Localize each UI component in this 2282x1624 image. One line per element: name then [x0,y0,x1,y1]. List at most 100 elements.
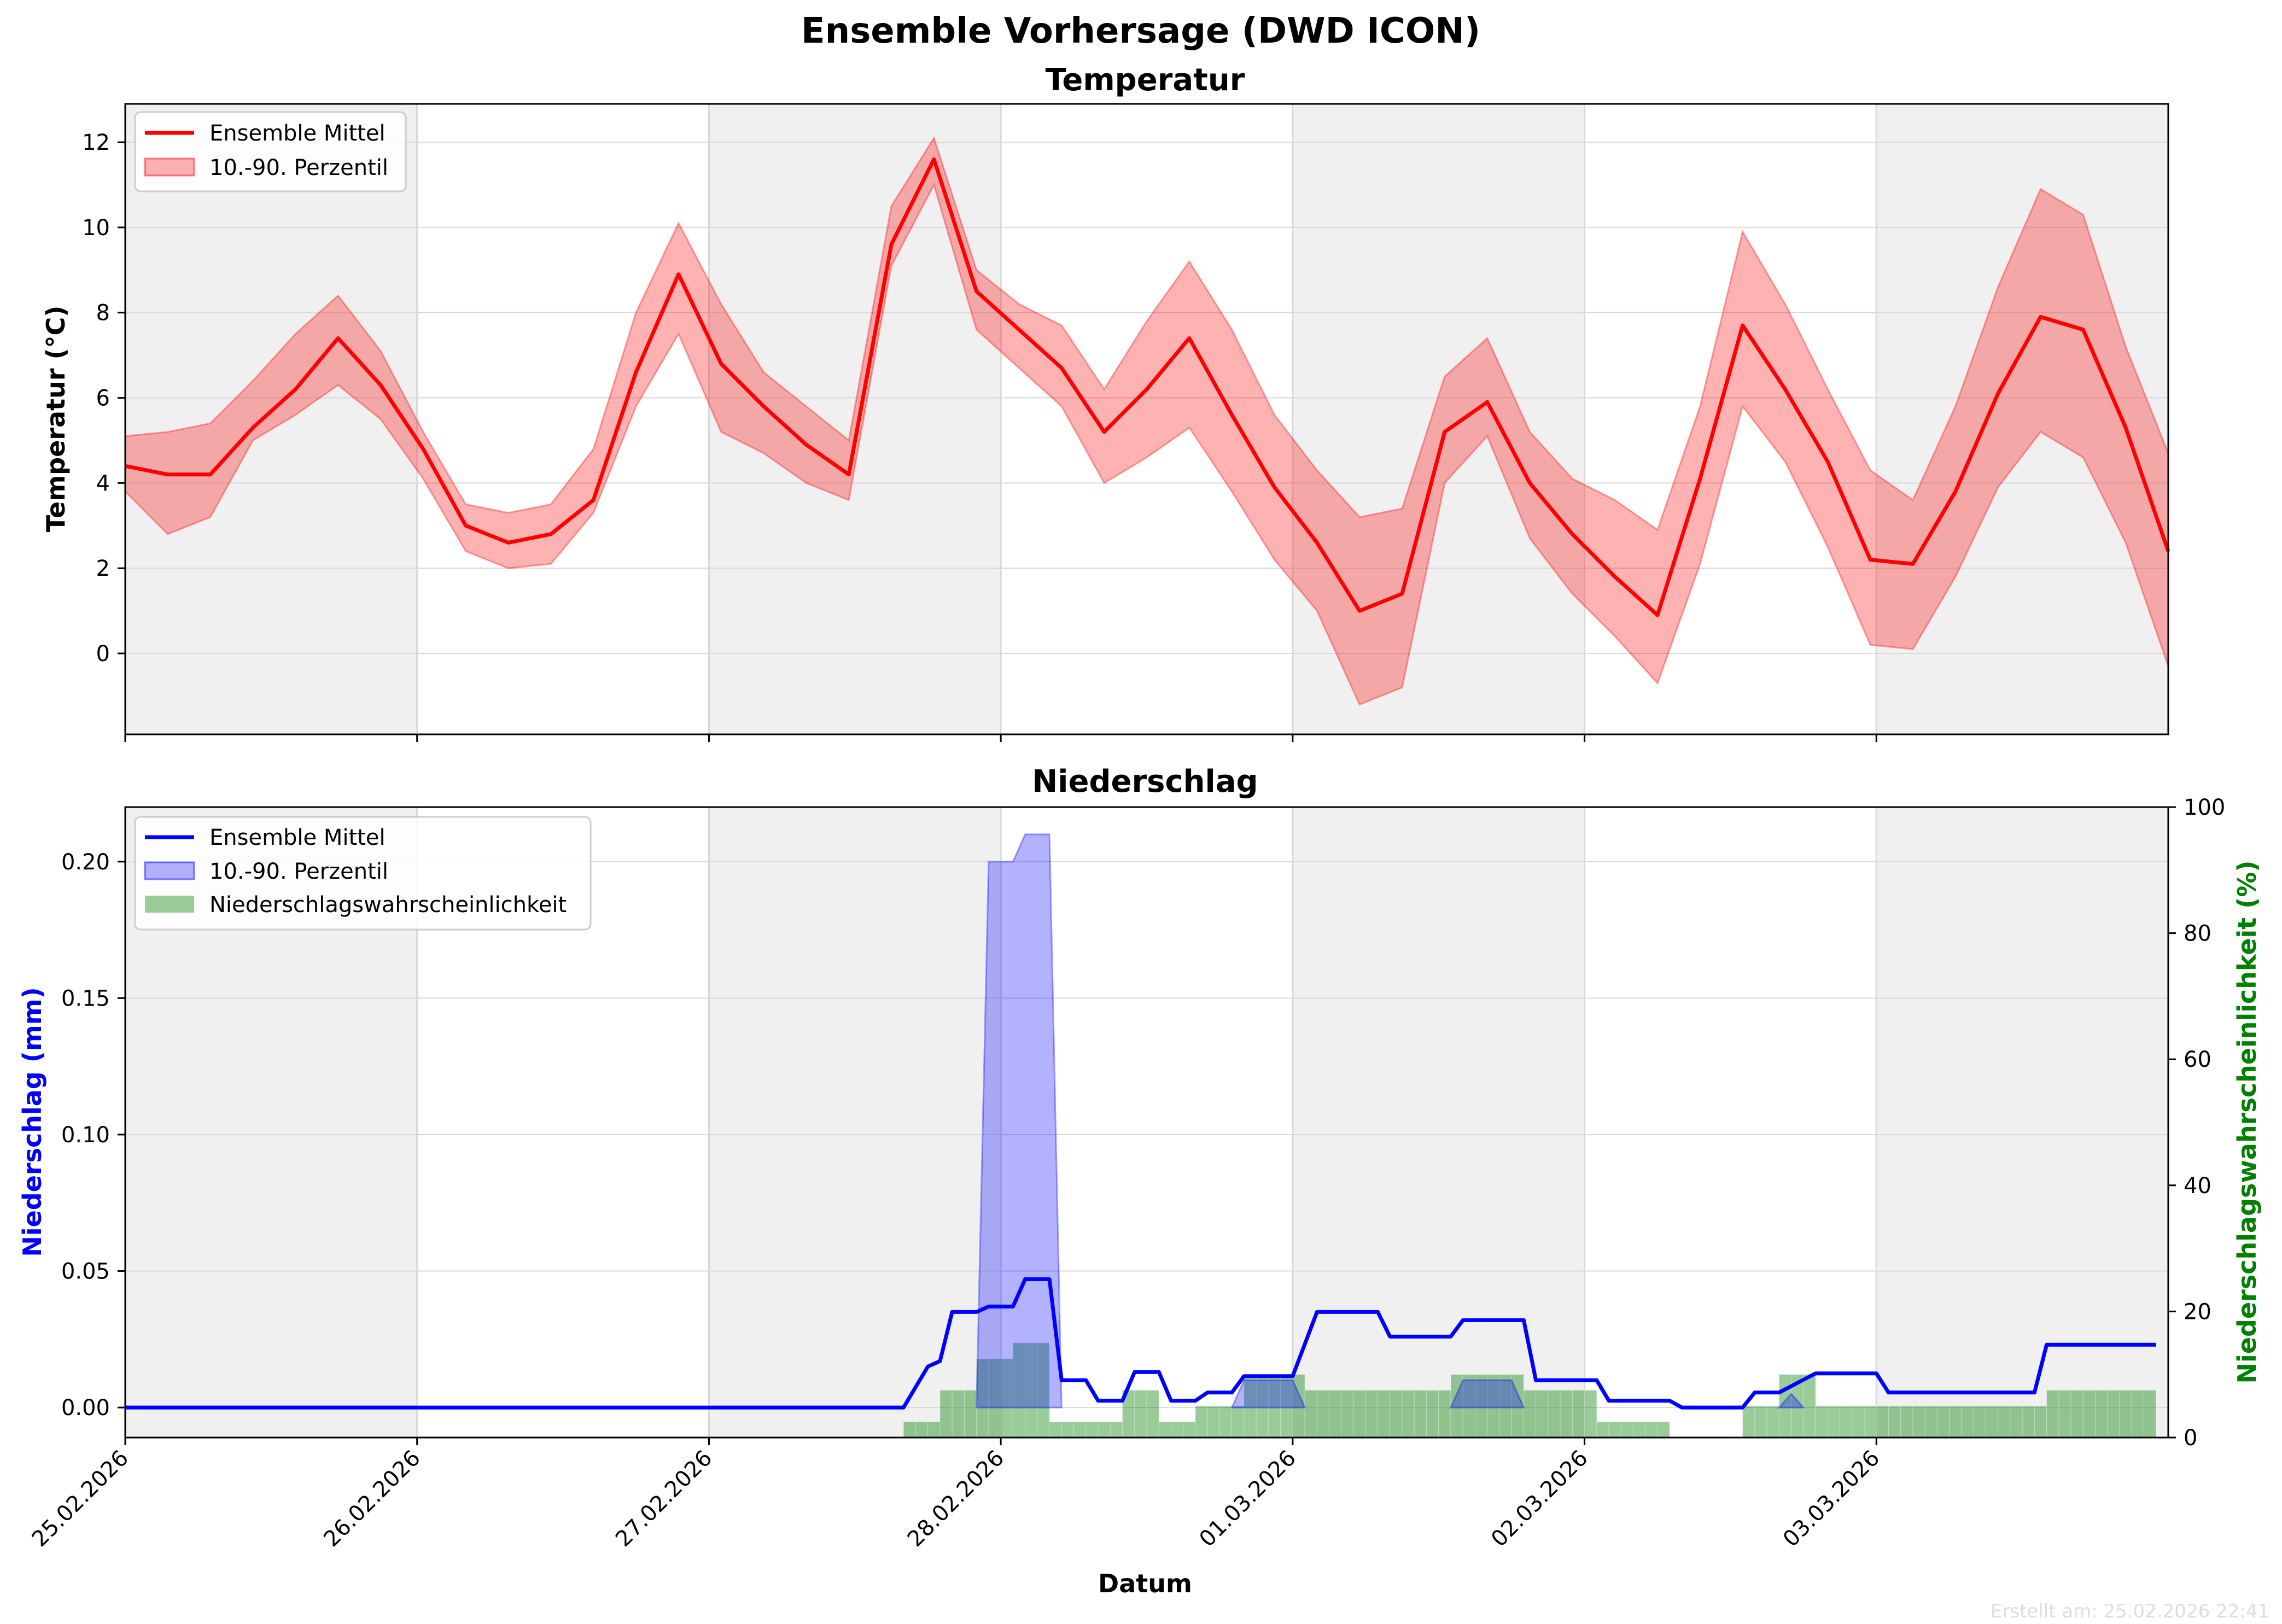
legend-precipitation-band-label: 10.-90. Perzentil [209,859,388,884]
probability-bar [2107,1390,2120,1438]
figure-title: Ensemble Vorhersage (DWD ICON) [801,11,1480,51]
x-tick-label: 26.02.2026 [319,1446,425,1552]
temperature-y-label: Temperatur (°C) [41,306,71,533]
probability-bar [939,1390,953,1438]
x-tick-label: 27.02.2026 [611,1446,717,1552]
probability-bar [1536,1390,1549,1438]
legend-temperature-band-swatch [144,157,195,177]
y-tick-label: 0.00 [61,1395,110,1421]
probability-bar [2046,1390,2059,1438]
precipitation-panel: Niederschlag 0.00 0.05 0.10 0.15 0.20 0 20 40 6… [17,764,2262,1598]
probability-bar [1900,1405,1913,1438]
probability-bar [2034,1405,2047,1438]
probability-bar [1924,1405,1937,1438]
probability-bar [1049,1421,1062,1438]
probability-bar [2144,1390,2157,1438]
probability-bar [2131,1390,2145,1438]
temperature-y-ticks: 0 2 4 6 8 10 12 [82,130,125,667]
y-tick-label: 2 [96,556,110,581]
probability-bar [1402,1390,1415,1438]
probability-bar [1438,1390,1451,1438]
probability-bar [1365,1390,1379,1438]
probability-bar [1414,1390,1427,1438]
probability-bar [1085,1421,1099,1438]
y-tick-label: 8 [96,301,110,326]
probability-bar [903,1421,916,1438]
probability-bar [1353,1390,1366,1438]
y-tick-label: 10 [82,215,110,241]
probability-bar [1754,1405,1767,1438]
temperature-legend: Ensemble Mittel 10.-90. Perzentil [134,111,407,192]
precipitation-legend: Ensemble Mittel 10.-90. Perzentil Nieder… [134,816,592,931]
day-shade [1292,807,1585,1438]
x-tick-label: 28.02.2026 [903,1446,1009,1552]
probability-bar [2022,1405,2035,1438]
probability-bar [1572,1390,1585,1438]
probability-bar [1633,1421,1646,1438]
probability-bar [1620,1421,1634,1438]
probability-bar [1329,1390,1342,1438]
probability-bar [1742,1405,1755,1438]
temperature-x-ticks [124,734,1877,742]
temperature-mean-line [125,157,2170,617]
probability-bar [927,1421,941,1438]
probability-bar [2058,1390,2071,1438]
precipitation-x-ticks: 25.02.2026 26.02.2026 27.02.2026 28.02.2026… [27,1438,1884,1552]
probability-bar [1098,1421,1111,1438]
probability-bar [1170,1421,1184,1438]
x-tick-label: 03.03.2026 [1778,1446,1884,1552]
probability-bar [2010,1405,2023,1438]
probability-bar [1936,1405,1950,1438]
legend-precipitation-mean-label: Ensemble Mittel [209,825,386,850]
legend-temperature-band-label: 10.-90. Perzentil [209,155,388,180]
day-shade [1292,104,1585,734]
x-tick-label: 02.03.2026 [1486,1446,1592,1552]
probability-bar [1961,1405,1974,1438]
y2-tick-label: 100 [2184,795,2225,820]
probability-bar [1207,1405,1220,1438]
day-shade [125,104,417,734]
probability-bar [1852,1405,1865,1438]
probability-bar [1985,1405,1999,1438]
probability-bar [1596,1421,1609,1438]
y-tick-label: 0.20 [61,850,110,875]
precipitation-mean-line [125,1277,2156,1410]
probability-bar [1584,1390,1597,1438]
y-tick-label: 12 [82,130,110,155]
legend-probability-swatch [145,896,194,913]
precipitation-title: Niederschlag [1032,764,1258,799]
y2-tick-label: 20 [2184,1299,2211,1324]
probability-bar [1548,1390,1561,1438]
x-axis-label: Datum [1098,1569,1192,1598]
probability-bar [2070,1390,2083,1438]
precipitation-frame [124,806,2169,1439]
temperature-percentile-band [124,136,2169,706]
probability-bar [915,1421,929,1438]
probability-bar [1973,1405,1986,1438]
probability-bar [1390,1390,1403,1438]
probability-bar [1815,1405,1828,1438]
probability-bar [1378,1390,1391,1438]
x-tick-label: 01.03.2026 [1194,1446,1300,1552]
legend-temperature-mean-label: Ensemble Mittel [209,121,386,146]
probability-bar [1146,1390,1159,1438]
probability-bar [1803,1374,1816,1438]
y-tick-label: 0.15 [61,986,110,1011]
probability-bar [1316,1390,1330,1438]
probability-bar [1195,1405,1208,1438]
probability-bar [1912,1405,1925,1438]
legend-probability-label: Niederschlagswahrscheinlichkeit [209,892,567,918]
y-tick-label: 4 [96,471,110,496]
x-tick-label: 25.02.2026 [27,1446,133,1552]
probability-bar [952,1390,965,1438]
probability-bar [1864,1405,1877,1438]
probability-bar [1645,1421,1658,1438]
probability-bar [1766,1405,1779,1438]
probability-bar [1158,1421,1171,1438]
y2-tick-label: 80 [2184,921,2211,947]
probability-bar [1888,1405,1901,1438]
probability-bar [1134,1390,1147,1438]
probability-bar [2082,1390,2096,1438]
footer-timestamp: Erstellt am: 25.02.2026 22:41 [1991,1600,2269,1622]
temperature-panel: Temperatur 0 2 4 6 8 10 12 Temperatur (°C) Ens… [41,62,2170,742]
